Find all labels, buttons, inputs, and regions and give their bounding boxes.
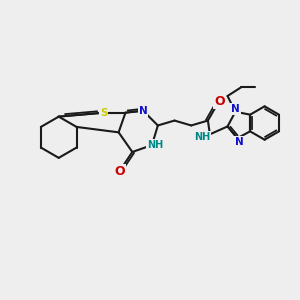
Text: NH: NH <box>194 132 210 142</box>
Text: N: N <box>235 137 244 147</box>
Text: N: N <box>231 104 240 114</box>
Text: NH: NH <box>147 140 163 150</box>
Text: N: N <box>139 106 148 116</box>
Text: O: O <box>214 95 225 108</box>
Text: O: O <box>114 165 125 178</box>
Text: S: S <box>100 108 108 118</box>
